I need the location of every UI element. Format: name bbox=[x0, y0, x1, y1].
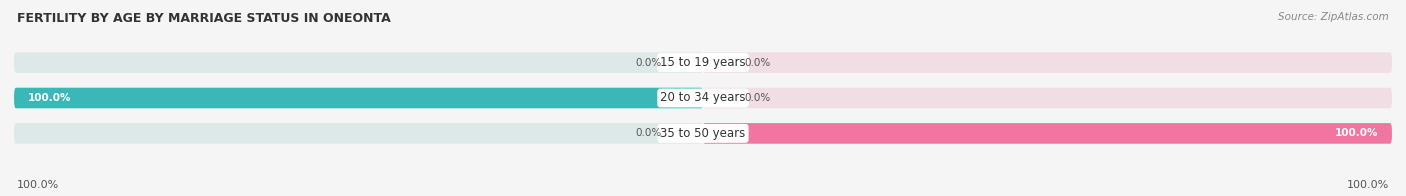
Text: 100.0%: 100.0% bbox=[1347, 180, 1389, 190]
FancyBboxPatch shape bbox=[703, 52, 1392, 73]
Text: 100.0%: 100.0% bbox=[1334, 128, 1378, 138]
Text: 15 to 19 years: 15 to 19 years bbox=[661, 56, 745, 69]
FancyBboxPatch shape bbox=[703, 123, 1392, 144]
Text: Source: ZipAtlas.com: Source: ZipAtlas.com bbox=[1278, 12, 1389, 22]
Text: 0.0%: 0.0% bbox=[744, 58, 770, 68]
FancyBboxPatch shape bbox=[14, 123, 703, 144]
Text: 0.0%: 0.0% bbox=[636, 128, 662, 138]
FancyBboxPatch shape bbox=[703, 123, 1392, 144]
Text: 20 to 34 years: 20 to 34 years bbox=[661, 92, 745, 104]
Text: 35 to 50 years: 35 to 50 years bbox=[661, 127, 745, 140]
Text: 0.0%: 0.0% bbox=[744, 93, 770, 103]
FancyBboxPatch shape bbox=[14, 88, 703, 108]
Text: 100.0%: 100.0% bbox=[28, 93, 72, 103]
FancyBboxPatch shape bbox=[703, 88, 1392, 108]
FancyBboxPatch shape bbox=[14, 52, 703, 73]
FancyBboxPatch shape bbox=[14, 88, 703, 108]
Text: FERTILITY BY AGE BY MARRIAGE STATUS IN ONEONTA: FERTILITY BY AGE BY MARRIAGE STATUS IN O… bbox=[17, 12, 391, 25]
Text: 100.0%: 100.0% bbox=[17, 180, 59, 190]
Text: 0.0%: 0.0% bbox=[636, 58, 662, 68]
